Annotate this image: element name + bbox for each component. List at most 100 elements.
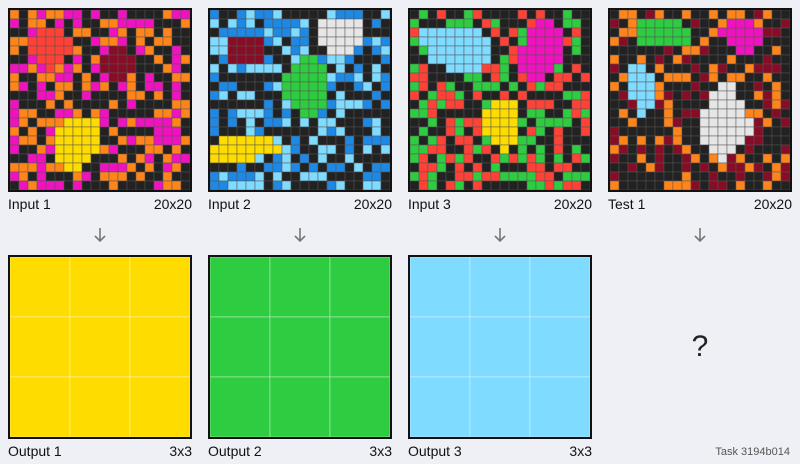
grid-cell [362,27,373,38]
output-grid-2[interactable] [208,255,392,439]
grid-cell [18,126,29,137]
grid-cell [227,63,238,74]
grid-cell [571,54,582,65]
grid-cell [171,135,182,146]
grid-cell [171,117,182,128]
grid-cell [81,45,92,56]
input-grid-3[interactable] [408,8,592,192]
grid-cell [410,117,420,128]
input-grid-2[interactable] [208,8,392,192]
grid-cell [672,135,683,146]
grid-cell [63,135,74,146]
grid-cell [281,27,292,38]
grid-cell [10,162,20,173]
grid-cell [418,117,429,128]
grid-cell [681,54,692,65]
grid-cell [263,54,274,65]
grid-cell [771,10,782,20]
grid-cell [153,180,164,190]
grid-cell [99,99,110,110]
grid-cell [218,126,229,137]
grid-cell [299,90,310,101]
grid-cell [427,10,438,20]
grid-cell [690,10,701,20]
grid-cell [290,27,301,38]
grid-cell [490,36,501,47]
grid-cell [463,10,474,20]
grid-cell [218,162,229,173]
grid-cell [481,10,492,20]
output-cell [469,376,531,437]
grid-cell [126,108,137,119]
grid-cell [427,36,438,47]
grid-cell [108,117,119,128]
grid-cell [780,36,790,47]
grid-cell [517,27,528,38]
grid-cell [90,45,101,56]
grid-cell [227,45,238,56]
grid-cell [535,45,546,56]
grid-cell [410,54,420,65]
grid-cell [72,180,83,190]
grid-cell [618,72,629,83]
grid-cell [218,171,229,182]
grid-cell [99,144,110,155]
grid-cell [445,153,456,164]
grid-cell [735,10,746,20]
grid-cell [45,63,56,74]
grid-cell [544,135,555,146]
grid-cell [90,135,101,146]
grid-cell [753,99,764,110]
grid-cell [126,45,137,56]
grid-cell [636,45,647,56]
grid-cell [18,18,29,29]
grid-cell [254,117,265,128]
grid-cell [454,10,465,20]
output-grid-3[interactable] [408,255,592,439]
grid-cell [299,36,310,47]
grid-cell [108,171,119,182]
grid-cell [63,126,74,137]
grid-cell [117,117,128,128]
grid-cell [436,45,447,56]
grid-cell [744,90,755,101]
grid-cell [690,36,701,47]
input-grid-1[interactable] [8,8,192,192]
grid-cell [618,10,629,20]
grid-cell [690,72,701,83]
grid-cell [290,162,301,173]
grid-cell [90,81,101,92]
grid-cell [508,27,519,38]
grid-cell [654,99,665,110]
grid-cell [753,18,764,29]
grid-cell [126,36,137,47]
grid-cell [281,63,292,74]
grid-cell [681,63,692,74]
grid-cell [699,10,710,20]
grid-cell [353,18,364,29]
grid-cell [690,27,701,38]
grid-cell [535,108,546,119]
grid-cell [645,18,656,29]
output-grid-1[interactable] [8,255,192,439]
grid-cell [108,135,119,146]
grid-cell [610,171,620,182]
grid-cell [436,162,447,173]
grid-cell [610,180,620,190]
grid-cell [726,63,737,74]
grid-cell [472,99,483,110]
test-output-placeholder[interactable]: ? [608,255,792,439]
grid-cell [481,135,492,146]
grid-cell [490,27,501,38]
grid-cell [571,153,582,164]
grid-cell [63,99,74,110]
grid-cell [135,81,146,92]
grid-cell [380,108,390,119]
grid-cell [610,153,620,164]
grid-cell [210,10,220,20]
grid-cell [245,45,256,56]
test-input-grid[interactable] [608,8,792,192]
grid-cell [299,99,310,110]
grid-cell [380,126,390,137]
grid-cell [735,72,746,83]
